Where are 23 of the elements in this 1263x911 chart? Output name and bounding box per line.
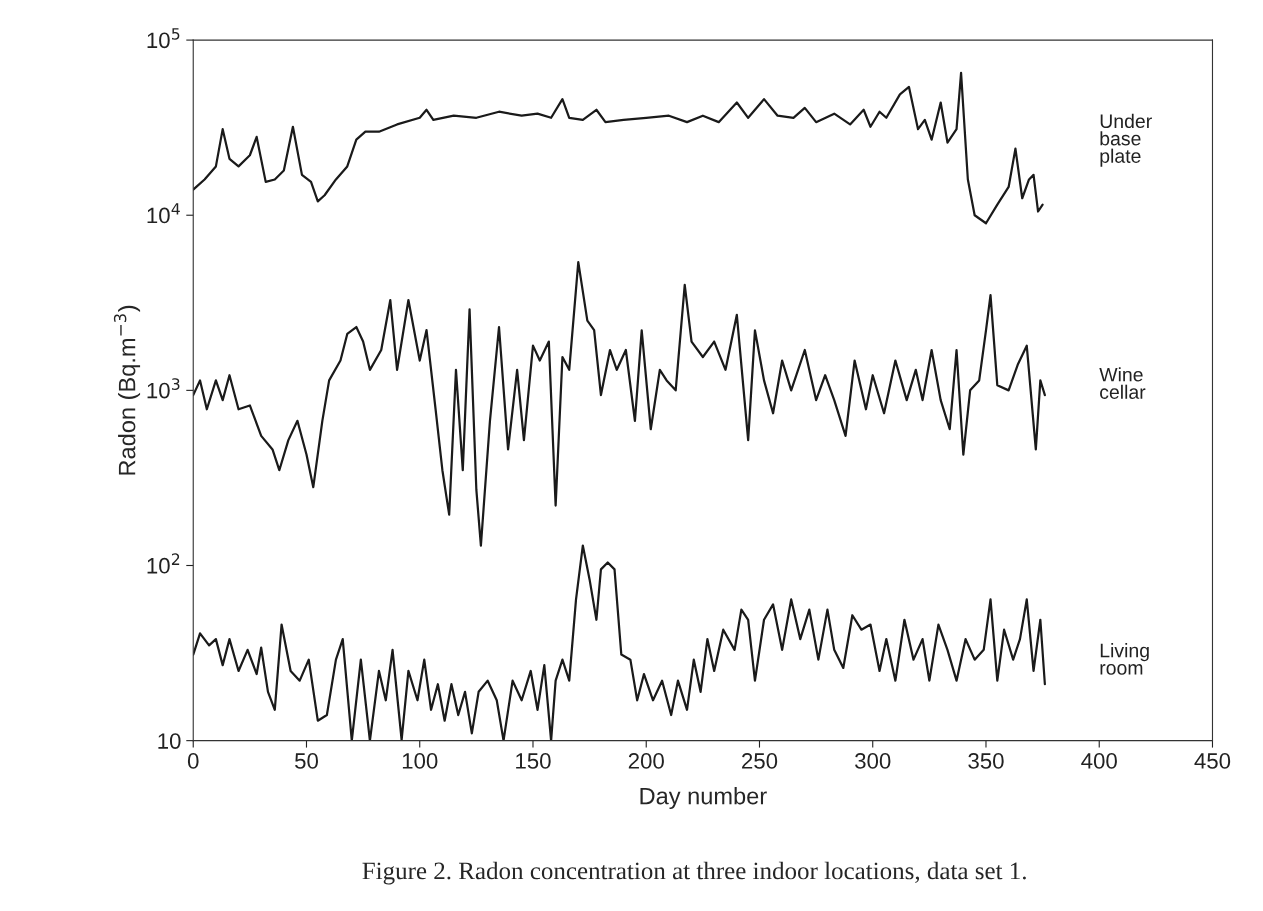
x-tick-label: 150 bbox=[516, 753, 551, 769]
y-tick-label: 10$^{5}$ bbox=[147, 28, 180, 49]
line-series bbox=[193, 71, 1044, 225]
x-tick-label: 0 bbox=[187, 753, 199, 769]
x-tick-label: 200 bbox=[628, 753, 664, 769]
text: Wine cellar bbox=[1099, 367, 1146, 399]
x-tick-label: 450 bbox=[1194, 753, 1231, 769]
x-tick-label: 400 bbox=[1081, 753, 1117, 769]
text: Living room bbox=[1100, 643, 1149, 675]
y-tick-label: 10 bbox=[158, 733, 181, 749]
x-tick-label: 100 bbox=[402, 753, 438, 769]
x-tick-label: 250 bbox=[742, 753, 778, 769]
x-tick-label: 300 bbox=[855, 753, 891, 769]
x-tick-label: 350 bbox=[968, 753, 1004, 769]
caption: Figure 2. Radon concentration at three indoor locations, data set 1. bbox=[362, 861, 1026, 885]
y-axis-title: Radon (Bq.m$^{−3}$) bbox=[113, 305, 141, 475]
text: Under base plate bbox=[1100, 113, 1152, 167]
x-axis-title: Day number bbox=[640, 787, 767, 810]
y-tick-label: 10$^{4}$ bbox=[147, 203, 180, 224]
x-tick-label: 50 bbox=[295, 753, 318, 769]
y-tick-label: 10$^{3}$ bbox=[147, 378, 180, 399]
line-series bbox=[193, 544, 1046, 741]
y-tick-label: 10$^{2}$ bbox=[147, 553, 180, 574]
